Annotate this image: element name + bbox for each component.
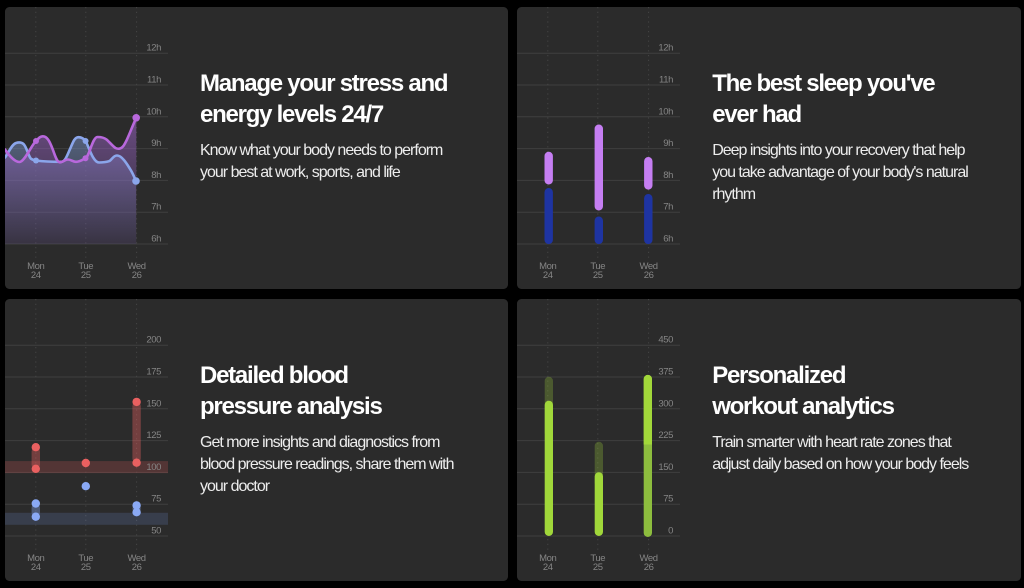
svg-text:Tue: Tue bbox=[591, 553, 606, 564]
svg-text:200: 200 bbox=[146, 335, 161, 346]
svg-text:175: 175 bbox=[146, 367, 161, 378]
svg-text:11h: 11h bbox=[659, 75, 673, 86]
svg-text:25: 25 bbox=[593, 562, 603, 573]
svg-text:6h: 6h bbox=[151, 234, 161, 245]
svg-text:75: 75 bbox=[151, 494, 161, 505]
svg-text:24: 24 bbox=[543, 562, 553, 573]
svg-text:24: 24 bbox=[543, 270, 553, 281]
svg-text:11h: 11h bbox=[147, 75, 161, 86]
svg-text:Tue: Tue bbox=[78, 553, 93, 564]
svg-text:0: 0 bbox=[668, 526, 673, 537]
svg-text:6h: 6h bbox=[663, 234, 673, 245]
svg-text:75: 75 bbox=[663, 494, 673, 505]
svg-text:26: 26 bbox=[132, 562, 142, 573]
svg-text:375: 375 bbox=[659, 367, 674, 378]
svg-text:450: 450 bbox=[659, 335, 674, 346]
svg-text:9h: 9h bbox=[663, 138, 673, 149]
svg-text:26: 26 bbox=[644, 270, 654, 281]
svg-text:50: 50 bbox=[151, 526, 161, 537]
svg-text:Tue: Tue bbox=[78, 261, 93, 272]
svg-text:100: 100 bbox=[146, 462, 161, 473]
svg-text:Mon: Mon bbox=[539, 553, 556, 564]
svg-text:225: 225 bbox=[659, 430, 674, 441]
svg-text:9h: 9h bbox=[151, 138, 161, 149]
svg-text:12h: 12h bbox=[659, 43, 674, 54]
svg-text:10h: 10h bbox=[146, 106, 161, 117]
svg-text:12h: 12h bbox=[146, 43, 161, 54]
svg-text:150: 150 bbox=[659, 462, 674, 473]
svg-text:Wed: Wed bbox=[128, 553, 146, 564]
svg-text:25: 25 bbox=[81, 270, 91, 281]
svg-text:Wed: Wed bbox=[128, 261, 146, 272]
svg-text:7h: 7h bbox=[663, 202, 673, 213]
svg-text:25: 25 bbox=[593, 270, 603, 281]
svg-text:125: 125 bbox=[146, 430, 161, 441]
svg-text:25: 25 bbox=[81, 562, 91, 573]
svg-text:Mon: Mon bbox=[27, 261, 44, 272]
svg-text:8h: 8h bbox=[663, 170, 673, 181]
svg-text:Mon: Mon bbox=[27, 553, 44, 564]
svg-text:24: 24 bbox=[31, 562, 41, 573]
svg-text:Tue: Tue bbox=[591, 261, 606, 272]
svg-text:26: 26 bbox=[132, 270, 142, 281]
svg-text:Wed: Wed bbox=[640, 553, 658, 564]
svg-text:Mon: Mon bbox=[539, 261, 556, 272]
svg-text:8h: 8h bbox=[151, 170, 161, 181]
svg-text:10h: 10h bbox=[659, 106, 674, 117]
svg-text:Wed: Wed bbox=[640, 261, 658, 272]
svg-text:300: 300 bbox=[659, 398, 674, 409]
svg-text:7h: 7h bbox=[151, 202, 161, 213]
svg-text:150: 150 bbox=[146, 398, 161, 409]
svg-text:24: 24 bbox=[31, 270, 41, 281]
svg-text:26: 26 bbox=[644, 562, 654, 573]
